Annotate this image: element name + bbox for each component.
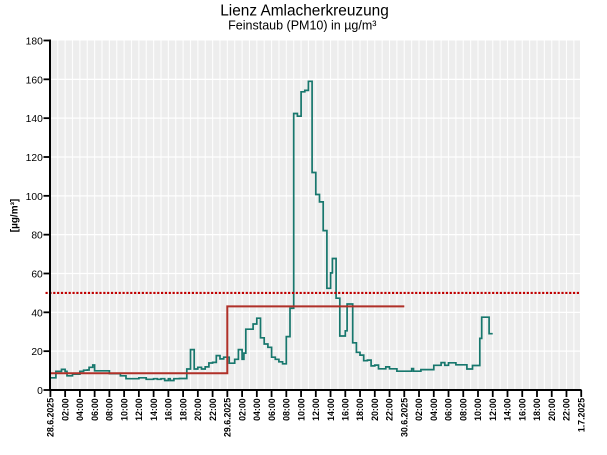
svg-text:60: 60 — [31, 270, 43, 281]
svg-text:0: 0 — [37, 386, 43, 397]
svg-text:22:00: 22:00 — [208, 398, 218, 421]
svg-text:1.7.2025: 1.7.2025 — [576, 398, 586, 432]
svg-text:12:00: 12:00 — [488, 398, 498, 421]
svg-text:14:00: 14:00 — [326, 398, 336, 421]
svg-text:22:00: 22:00 — [562, 398, 572, 421]
svg-text:02:00: 02:00 — [237, 398, 247, 421]
svg-text:10:00: 10:00 — [473, 398, 483, 421]
svg-text:22:00: 22:00 — [385, 398, 395, 421]
svg-text:30.6.2025: 30.6.2025 — [399, 398, 409, 437]
svg-text:20: 20 — [31, 347, 43, 358]
svg-text:20:00: 20:00 — [547, 398, 557, 421]
svg-text:14:00: 14:00 — [503, 398, 513, 421]
svg-text:120: 120 — [26, 153, 43, 164]
svg-text:08:00: 08:00 — [282, 398, 292, 421]
svg-text:100: 100 — [26, 192, 43, 203]
svg-text:04:00: 04:00 — [252, 398, 262, 421]
svg-text:16:00: 16:00 — [341, 398, 351, 421]
svg-text:28.6.2025: 28.6.2025 — [46, 398, 56, 437]
svg-text:16:00: 16:00 — [517, 398, 527, 421]
svg-text:18:00: 18:00 — [532, 398, 542, 421]
svg-text:20:00: 20:00 — [193, 398, 203, 421]
svg-text:40: 40 — [31, 308, 43, 319]
svg-text:180: 180 — [26, 37, 43, 48]
svg-text:18:00: 18:00 — [178, 398, 188, 421]
svg-text:20:00: 20:00 — [370, 398, 380, 421]
svg-text:14:00: 14:00 — [149, 398, 159, 421]
svg-text:06:00: 06:00 — [444, 398, 454, 421]
svg-text:140: 140 — [26, 114, 43, 125]
svg-text:18:00: 18:00 — [355, 398, 365, 421]
svg-text:12:00: 12:00 — [134, 398, 144, 421]
svg-text:06:00: 06:00 — [90, 398, 100, 421]
svg-text:12:00: 12:00 — [311, 398, 321, 421]
svg-text:08:00: 08:00 — [458, 398, 468, 421]
svg-text:04:00: 04:00 — [75, 398, 85, 421]
svg-text:[µg/m³]: [µg/m³] — [10, 199, 21, 233]
svg-text:02:00: 02:00 — [414, 398, 424, 421]
svg-text:29.6.2025: 29.6.2025 — [223, 398, 233, 437]
svg-text:Feinstaub (PM10) in µg/m³: Feinstaub (PM10) in µg/m³ — [228, 19, 376, 33]
svg-text:04:00: 04:00 — [429, 398, 439, 421]
svg-text:02:00: 02:00 — [60, 398, 70, 421]
svg-text:80: 80 — [31, 231, 43, 242]
svg-text:16:00: 16:00 — [164, 398, 174, 421]
svg-text:160: 160 — [26, 75, 43, 86]
svg-text:08:00: 08:00 — [105, 398, 115, 421]
svg-text:06:00: 06:00 — [267, 398, 277, 421]
svg-text:10:00: 10:00 — [296, 398, 306, 421]
svg-text:10:00: 10:00 — [119, 398, 129, 421]
svg-text:Lienz Amlacherkreuzung: Lienz Amlacherkreuzung — [220, 3, 389, 20]
